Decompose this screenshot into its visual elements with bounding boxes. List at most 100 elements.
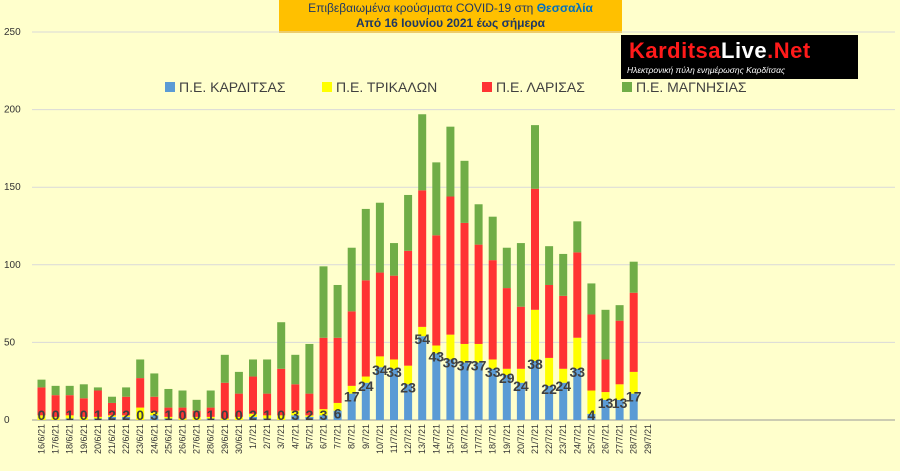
bar-segment — [361, 382, 370, 420]
bar-segment — [615, 384, 624, 400]
bar-segment — [587, 283, 596, 315]
bar-segment — [502, 374, 511, 420]
bar-segment — [79, 416, 88, 420]
bar-segment — [573, 337, 582, 369]
bar-segment — [347, 311, 356, 386]
bar-segment — [164, 418, 173, 420]
bar-segment — [108, 396, 116, 403]
y-tick-label: 100 — [4, 260, 21, 271]
logo-brand-part2: Live — [721, 38, 768, 63]
bar-segment — [545, 385, 554, 420]
bar-segment — [93, 387, 102, 391]
karditsa-data-label: 1 — [207, 407, 215, 423]
karditsa-data-label: 0 — [277, 407, 285, 423]
bar-segment — [404, 194, 413, 251]
x-tick-label: 10/7/21 — [375, 424, 385, 454]
bar-segment — [460, 222, 469, 344]
x-tick-label: 23/6/21 — [135, 424, 145, 454]
bar-segment — [347, 393, 356, 420]
bar-segment — [587, 413, 596, 420]
x-tick-label: 2/7/21 — [262, 424, 272, 449]
legend-swatch — [165, 82, 175, 92]
bar-segment — [108, 402, 116, 416]
bar-segment — [545, 246, 554, 285]
bar-segment — [587, 390, 596, 414]
bar-segment — [206, 407, 215, 417]
bar-segment — [375, 202, 384, 273]
karditsa-data-label: 0 — [52, 407, 60, 423]
bar-segment — [502, 247, 511, 289]
x-tick-label: 1/7/21 — [248, 424, 258, 449]
karditsa-data-label: 23 — [400, 379, 416, 395]
bar-segment — [263, 415, 272, 419]
bar-segment — [277, 322, 286, 369]
bar-segment — [432, 353, 441, 420]
bar-segment — [263, 393, 272, 416]
x-tick-label: 22/6/21 — [121, 424, 131, 454]
bar-segment — [404, 250, 413, 366]
bar-segment — [263, 418, 272, 420]
bar-segment — [319, 266, 328, 338]
bar-segment — [488, 216, 497, 261]
x-tick-label: 18/6/21 — [65, 424, 75, 454]
karditsa-data-label: 39 — [443, 354, 459, 370]
logo-brand: KarditsaLive.Net — [629, 38, 811, 64]
x-tick-label: 30/6/21 — [234, 424, 244, 454]
x-tick-label: 29/6/21 — [220, 424, 230, 454]
bar-segment — [51, 416, 60, 420]
bar-segment — [291, 384, 300, 411]
bar-segment — [65, 395, 74, 416]
bar-segment — [150, 412, 159, 416]
karditsa-data-label: 0 — [235, 407, 243, 423]
x-tick-label: 19/7/21 — [502, 424, 512, 454]
x-tick-label: 24/7/21 — [572, 424, 582, 454]
bar-segment — [615, 320, 624, 385]
legend-label: Π.Ε. ΚΑΡΔΙΤΣΑΣ — [179, 79, 286, 95]
karditsa-data-label: 13 — [598, 395, 614, 411]
bar-segment — [460, 362, 469, 420]
bar-segment — [629, 261, 638, 293]
bar-segment — [432, 235, 441, 346]
karditsa-data-label: 33 — [570, 364, 586, 380]
bar-segment — [629, 393, 638, 420]
x-tick-label: 26/7/21 — [601, 424, 611, 454]
bar-segment — [65, 415, 74, 419]
bar-segment — [390, 359, 398, 369]
bar-segment — [305, 393, 314, 416]
karditsa-data-label: 24 — [555, 378, 571, 394]
bar-segment — [474, 244, 483, 344]
karditsa-data-label: 0 — [38, 407, 46, 423]
y-tick-label: 50 — [4, 337, 16, 348]
bar-segment — [249, 413, 257, 417]
legend-label: Π.Ε. ΤΡΙΚΑΛΩΝ — [336, 79, 437, 95]
bar-segment — [164, 416, 173, 419]
bar-segment — [150, 415, 159, 420]
bar-segment — [573, 252, 582, 338]
bar-segment — [51, 395, 60, 417]
bar-segment — [502, 288, 511, 369]
bar-segment — [601, 392, 610, 400]
bar-segment — [122, 396, 131, 416]
bar-segment — [559, 253, 568, 296]
bar-segment — [249, 376, 257, 414]
bar-segment — [164, 407, 173, 417]
karditsa-data-label: 34 — [372, 362, 388, 378]
karditsa-data-label: 17 — [626, 389, 642, 405]
bar-segment — [178, 390, 187, 408]
bar-segment — [206, 416, 215, 419]
karditsa-data-label: 2 — [306, 407, 314, 423]
karditsa-data-label: 1 — [66, 407, 74, 423]
karditsa-data-label: 17 — [344, 389, 360, 405]
bar-segment — [291, 410, 300, 416]
bar-segment — [502, 368, 511, 375]
x-tick-label: 29/7/21 — [643, 424, 653, 454]
bar-segment — [122, 416, 131, 420]
x-tick-label: 14/7/21 — [431, 424, 441, 454]
bar-segment — [375, 356, 384, 368]
bar-segment — [220, 382, 229, 419]
x-tick-label: 16/7/21 — [460, 424, 470, 454]
bar-segment — [93, 418, 102, 420]
bar-segment — [122, 415, 131, 417]
karditsa-data-label: 2 — [122, 407, 130, 423]
chart-title-box: Επιβεβαιωμένα κρούσματα COVID-19 στη Θεσ… — [279, 0, 622, 33]
